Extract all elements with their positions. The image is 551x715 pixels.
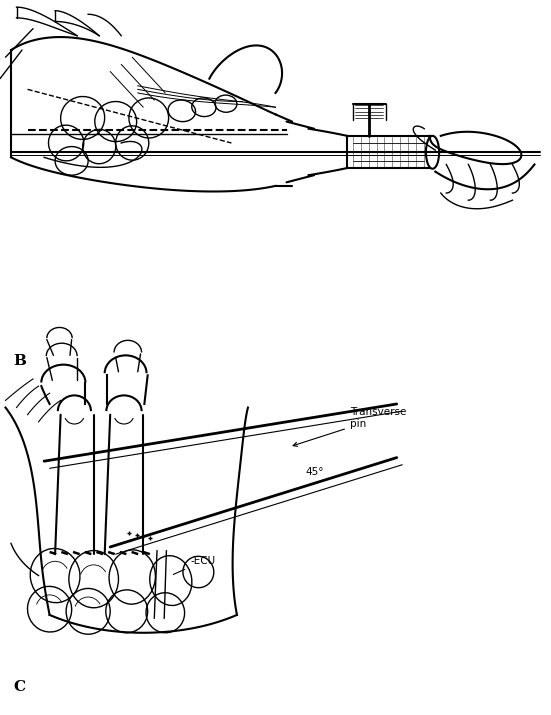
Text: Transverse
pin: Transverse pin (293, 408, 406, 446)
Text: 45°: 45° (306, 467, 325, 477)
Text: C: C (14, 679, 26, 694)
Text: B: B (14, 354, 27, 368)
Text: -ECU: -ECU (174, 556, 215, 574)
